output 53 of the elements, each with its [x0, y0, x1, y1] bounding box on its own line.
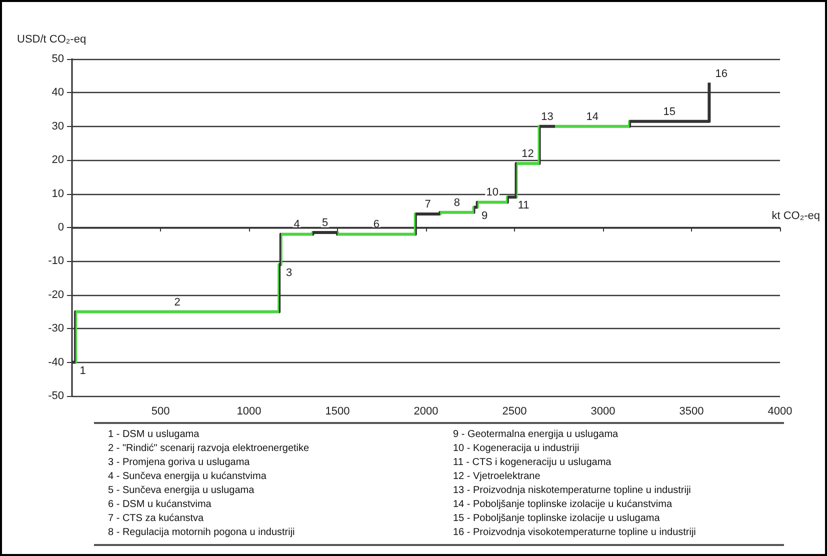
text: 15 - Poboljšanje toplinske izolacije u uslugama	[453, 512, 661, 526]
annotation: 11	[518, 200, 530, 212]
text: 3 - Promjena goriva u uslugama	[108, 456, 251, 470]
x-tick-label: 500	[151, 406, 170, 418]
y-tick-label: 0	[58, 222, 64, 234]
text: 6 - DSM u kućanstvima	[108, 498, 212, 512]
y-tick-label: -30	[48, 322, 64, 335]
text: 16 - Proizvodnja visokotemperaturne topline u industriji	[453, 526, 697, 540]
annotation: 1	[80, 364, 86, 377]
annotation: 3	[286, 267, 292, 280]
text: 7 - CTS za kućanstva	[108, 512, 205, 526]
text: 4 - Sunčeva energija u kućanstvima	[108, 470, 268, 484]
annotation: 13	[541, 110, 554, 123]
y-tick-label: 50	[52, 53, 64, 65]
annotation: 14	[586, 110, 599, 123]
annotation: 5	[322, 217, 328, 230]
annotation: 6	[373, 218, 380, 231]
annotation: 8	[454, 196, 460, 209]
annotation: 7	[424, 198, 431, 211]
text: 11 - CTS i kogeneraciju u uslugama	[453, 456, 612, 470]
annotation: 12	[522, 148, 534, 160]
text: 12 - Vjetroelektrane	[453, 470, 542, 484]
text: 10 - Kogeneracija u industriji	[453, 442, 580, 456]
x-tick-label: 3000	[590, 406, 616, 418]
text: 13 - Proizvodnja niskotemperaturne topline u industriji	[453, 484, 692, 498]
x-tick-label: 2000	[414, 406, 438, 418]
annotation: 10	[486, 186, 498, 199]
x-tick-label: 1000	[236, 406, 262, 418]
annotation: 9	[482, 210, 488, 222]
annotation: 2	[174, 296, 180, 308]
x-tick-label: 3500	[679, 406, 704, 418]
annotation: 16	[715, 68, 728, 80]
y-axis-title: USD/t CO₂-eq	[17, 34, 86, 46]
annotation: 4	[294, 218, 300, 231]
x-tick-label: 1500	[325, 406, 350, 418]
y-tick-label: 40	[52, 86, 64, 99]
text: 9 - Geotermalna energija u uslugama	[453, 428, 620, 442]
y-tick-label: -50	[48, 390, 64, 402]
text: 14 - Poboljšanje toplinske izolacije u kućanstvima	[453, 498, 674, 512]
y-tick-label: 30	[52, 120, 64, 132]
x-tick-label: 2500	[502, 406, 527, 418]
text: 5 - Sunčeva energija u uslugama	[108, 484, 256, 498]
x-tick-label: 4000	[768, 406, 792, 418]
y-tick-label: -10	[48, 255, 64, 268]
y-tick-label: 20	[52, 154, 64, 166]
y-tick-label: -20	[48, 288, 64, 301]
text: 2 - "Rindić" scenarij razvoja elektroenergetike	[108, 442, 310, 456]
y-tick-label: -40	[48, 356, 64, 368]
y-tick-label: 10	[52, 188, 64, 200]
x-axis-title: kt CO₂-eq	[772, 210, 820, 222]
text: 1 - DSM u uslugama	[108, 428, 200, 442]
annotation: 15	[663, 106, 676, 118]
text: 8 - Regulacija motornih pogona u industriji	[108, 526, 296, 540]
